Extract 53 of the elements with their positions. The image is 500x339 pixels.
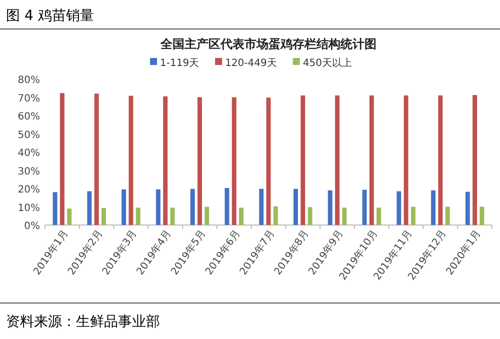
bar [294,188,298,225]
bar [259,188,264,225]
bar [376,208,382,225]
y-tick-label: 70% [18,93,40,104]
bar [445,206,450,225]
bar [122,189,126,225]
chart-subtitle: 图 4 鸡苗销量 [6,8,94,24]
bar [94,94,99,225]
bar [273,206,278,225]
bar [128,96,134,225]
bar [300,95,306,225]
y-tick-label: 40% [18,148,40,159]
bar [224,188,230,225]
bar [266,98,271,225]
y-tick-label: 30% [18,166,40,178]
bar [190,188,195,225]
legend-label: 120-449天 [225,58,277,69]
chart-title: 全国主产区代表市场蛋鸡存栏结构统计图 [160,37,376,51]
bar [232,97,236,225]
legend-label: 1-119天 [160,58,200,69]
bar [239,208,244,225]
bar [438,95,443,225]
bar [60,93,64,225]
bar [328,190,332,225]
bar [335,95,340,225]
bar [204,206,210,225]
legend-label: 450天以上 [302,57,352,69]
y-tick-label: 80% [18,75,40,86]
bar [87,191,92,225]
bar [465,192,470,225]
bar [480,206,484,225]
bar [67,208,72,225]
y-tick-label: 50% [18,130,40,141]
bar [197,97,202,225]
bar [101,208,106,225]
bar [156,189,160,225]
bar [170,208,175,225]
y-tick-label: 60% [18,112,40,122]
bar [342,208,347,225]
text: 资料来源：生鲜品事业部 [6,314,160,330]
bar [396,191,402,225]
y-tick-label: 10% [18,202,40,214]
y-tick-label: 0% [24,221,40,232]
y-tick-label: 20% [18,184,40,196]
bar [136,208,140,225]
bar [52,192,58,225]
bar [410,206,416,225]
bar [404,95,408,225]
bar [431,190,436,225]
bar [308,207,312,225]
bar [163,96,168,225]
bar [369,95,374,225]
bar [472,95,478,225]
